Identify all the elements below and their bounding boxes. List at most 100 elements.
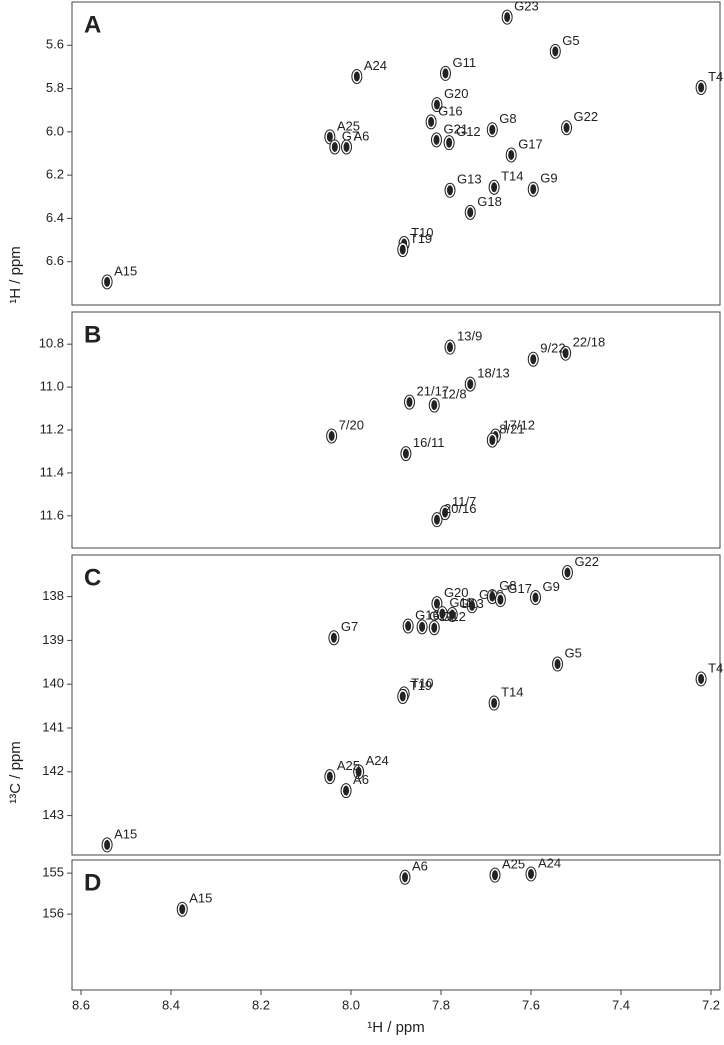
peak (530, 589, 541, 605)
peak-core (406, 397, 413, 408)
y-tick-label: 6.4 (46, 210, 64, 225)
peak-label: A24 (366, 753, 389, 768)
peak-core (489, 435, 496, 446)
peak-core (467, 379, 474, 390)
peak-label: A6 (353, 772, 369, 787)
peak (353, 764, 365, 780)
peak-core (399, 244, 406, 255)
peak-core (564, 567, 571, 578)
peak-core (330, 632, 337, 643)
y-tick-label: 143 (42, 807, 64, 822)
peak-label: G8 (499, 578, 516, 593)
peak-label: G11 (453, 55, 477, 70)
peak-label: G11 (449, 595, 473, 610)
peak (425, 114, 437, 130)
peak-label: A25 (337, 758, 360, 773)
peak-core (405, 620, 412, 631)
peak-core (554, 659, 561, 670)
peak-label: T10 (411, 675, 433, 690)
peak (416, 619, 428, 635)
peak-label: G16 (438, 103, 463, 118)
y-tick-label: 11.2 (40, 421, 64, 436)
peak (464, 376, 476, 392)
peak (328, 630, 340, 646)
y-tick-label: 11.0 (40, 379, 64, 394)
x-tick-label: 8.6 (72, 997, 90, 1012)
peak (488, 179, 500, 195)
peak-core (433, 598, 440, 609)
y-tick-label: 5.8 (46, 80, 64, 95)
peak-label: 22/18 (573, 335, 606, 350)
peak-core (433, 134, 440, 145)
y-tick-label: 139 (42, 632, 64, 647)
peak (428, 620, 440, 636)
peak (329, 139, 341, 155)
peak-label: T10 (411, 225, 433, 240)
peak-label: T19 (410, 678, 432, 693)
x-tick-label: 8.4 (162, 997, 180, 1012)
peak-core (489, 124, 496, 135)
peak-label: G5 (565, 645, 582, 660)
peak-core (552, 46, 559, 57)
peak (446, 607, 458, 623)
y-tick-label: 6.0 (46, 123, 64, 138)
peak-core (532, 592, 539, 603)
peak-label: 21/17 (417, 384, 450, 399)
peak-label: 16/11 (413, 435, 445, 450)
y-tick-label: 10.8 (39, 336, 64, 351)
peak-label: 13/9 (457, 329, 482, 344)
peak-label: T4 (708, 69, 723, 84)
peak-label: A24 (364, 58, 387, 73)
peak-core (433, 99, 440, 110)
peak-label: A15 (114, 826, 137, 841)
peak-label: 18/13 (477, 366, 510, 381)
peak-label: A24 (538, 855, 561, 870)
peak-core (563, 122, 570, 133)
peak-core (439, 608, 446, 619)
y-tick-label: 156 (42, 906, 64, 921)
x-tick-label: 7.6 (522, 997, 540, 1012)
peak (552, 656, 564, 672)
peak-label: G21 (444, 121, 469, 136)
peak (399, 869, 411, 885)
peak-label: 8/21 (499, 422, 524, 437)
peak (444, 182, 456, 198)
peak (101, 837, 113, 853)
peak-label: G22 (574, 554, 599, 569)
peak (444, 339, 456, 355)
y-tick-label: 141 (42, 719, 64, 734)
peak-core (104, 276, 111, 287)
peak-label: G18 (477, 194, 502, 209)
peak-label: G16 (415, 607, 440, 622)
peak-label: G13 (459, 596, 484, 611)
y-tick-label: 142 (42, 763, 64, 778)
peak-label: 17/12 (502, 417, 535, 432)
peak-core (326, 771, 333, 782)
peak-label: T14 (501, 684, 523, 699)
peak-core (442, 68, 449, 79)
y-axis-title: ¹³C / ppm (7, 741, 24, 804)
peak (443, 135, 455, 151)
peak-label: T19 (410, 231, 432, 246)
peak (341, 139, 352, 155)
peak-core (331, 142, 338, 153)
panel-frame (71, 311, 721, 549)
peak-core (328, 431, 335, 442)
peak (486, 432, 498, 448)
peak-core (562, 348, 569, 359)
peak-label: 9/22 (540, 341, 565, 356)
peak-label: G21 (429, 608, 454, 623)
peak (351, 68, 363, 84)
x-axis-title: ¹H / ppm (367, 1019, 425, 1036)
peak-core (343, 142, 350, 153)
peak-core (497, 594, 504, 605)
peak-label: G22 (574, 109, 599, 124)
peak-core (449, 609, 456, 620)
peak (561, 120, 573, 136)
peak-core (179, 904, 186, 915)
peak-core (528, 868, 534, 879)
y-tick-label: 11.6 (40, 507, 64, 522)
peak (397, 242, 409, 258)
peak-label: G5 (562, 33, 579, 48)
